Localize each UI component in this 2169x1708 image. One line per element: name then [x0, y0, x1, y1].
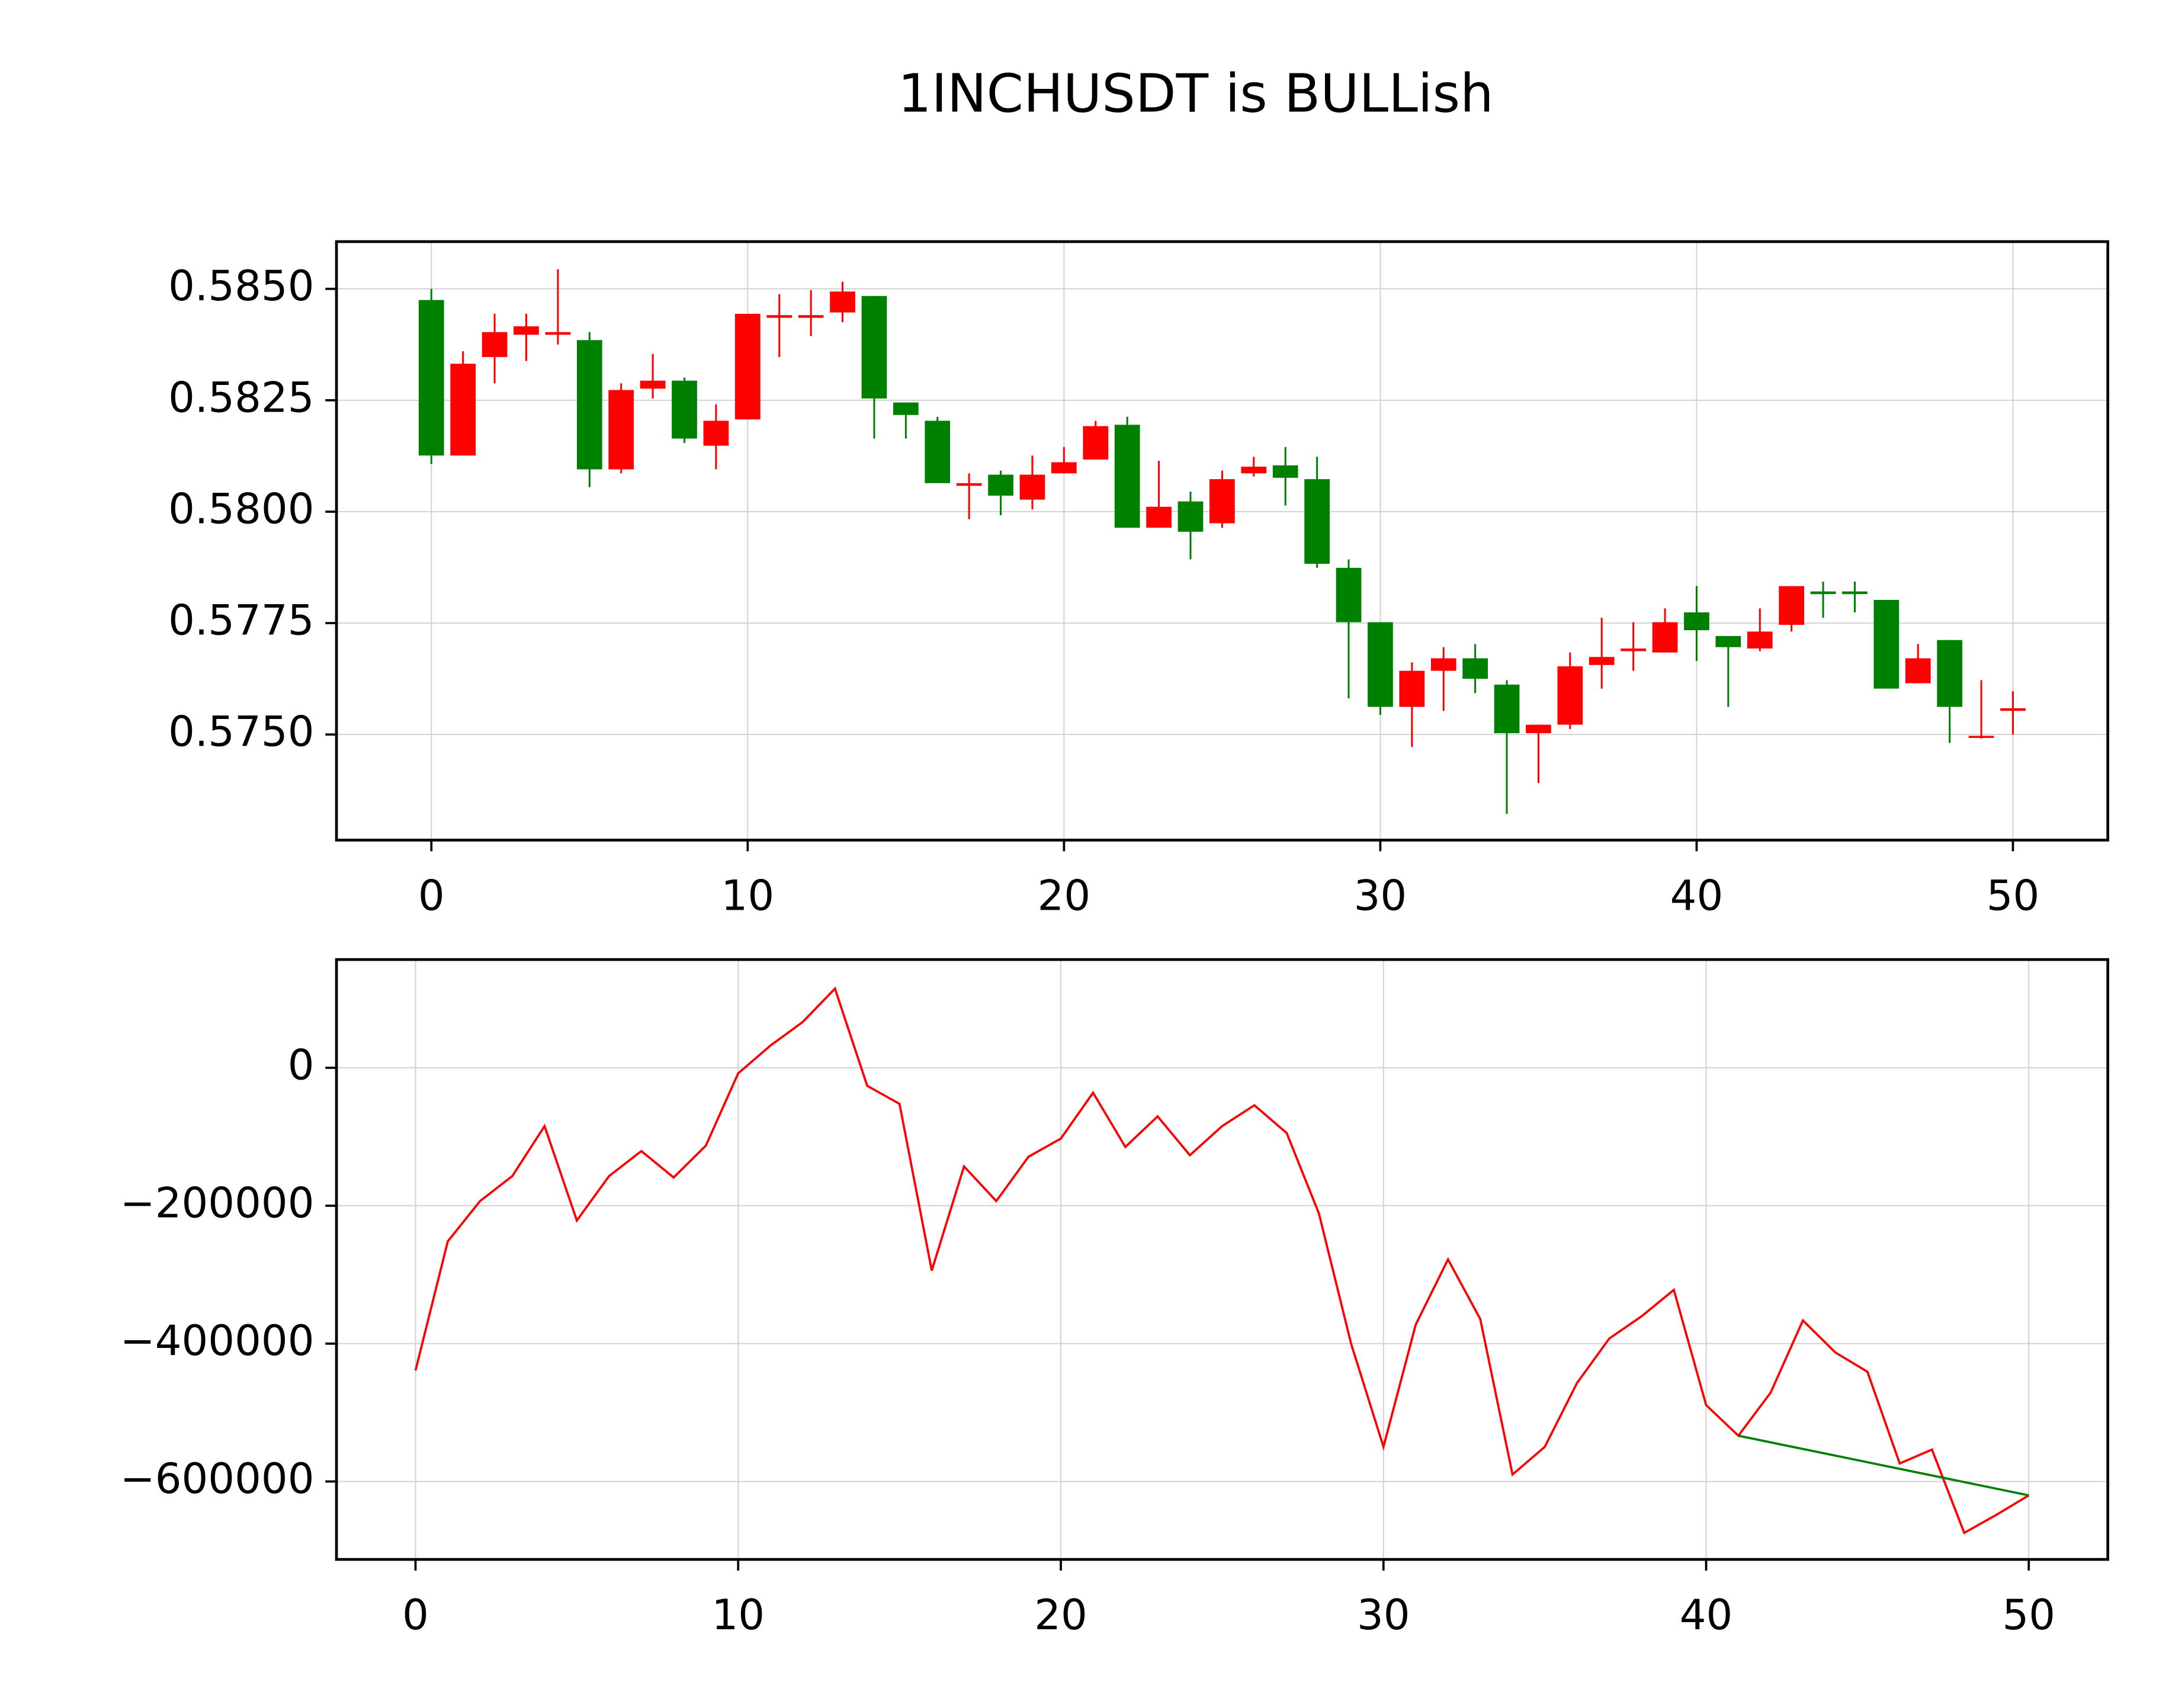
candle-body [1114, 425, 1140, 528]
candle-body [830, 291, 855, 313]
candle-body [576, 340, 602, 470]
x-tick-label: 50 [2002, 1591, 2055, 1639]
candle-body [1177, 501, 1204, 532]
candle-body [956, 483, 982, 486]
candle-body [545, 332, 571, 335]
candle-body [1526, 724, 1551, 733]
y-tick-label: 0 [288, 1041, 315, 1090]
candle-body [798, 315, 824, 318]
line-series [1738, 1434, 2029, 1497]
candle-body [1019, 474, 1045, 500]
candle-body [1462, 658, 1488, 679]
x-tick-label: 40 [1680, 1591, 1733, 1639]
candle-body [861, 296, 887, 399]
candle-body [1051, 462, 1077, 474]
x-tick-label: 20 [1034, 1591, 1087, 1639]
candle-body [1304, 479, 1330, 564]
candle-body [1968, 736, 1994, 738]
x-tick-label: 40 [1670, 872, 1724, 920]
candle-body [1779, 586, 1805, 625]
candle-body [2000, 708, 2026, 711]
candle-body [1241, 466, 1267, 474]
candle-body [1715, 635, 1741, 647]
candle-body [1494, 684, 1520, 733]
candle-body [418, 300, 444, 456]
y-tick-label: 0.5775 [168, 596, 314, 645]
x-tick-label: 10 [721, 872, 775, 920]
candle-body [1557, 666, 1583, 725]
candle-body [1209, 479, 1235, 524]
candle-body [1684, 612, 1709, 631]
candle-body [1368, 622, 1393, 707]
x-tick-label: 30 [1357, 1591, 1410, 1639]
candle-body [925, 420, 951, 483]
candle-body [1873, 599, 1900, 689]
x-tick-label: 30 [1354, 872, 1407, 920]
x-tick-label: 50 [1987, 872, 2040, 920]
y-tick-label: 0.5850 [168, 262, 314, 310]
y-tick-label: 0.5825 [168, 373, 314, 422]
axes-frame [335, 958, 2110, 1561]
candle-body [1905, 658, 1931, 683]
candle-body [1747, 631, 1773, 648]
candle-body [1652, 622, 1678, 653]
candle-body [1621, 648, 1647, 651]
candle-body [1083, 426, 1109, 460]
x-tick-label: 0 [418, 872, 445, 920]
candle-body [514, 326, 539, 335]
line-series [414, 986, 2030, 1534]
candle-body [1399, 670, 1425, 707]
x-tick-label: 10 [711, 1591, 765, 1639]
candle-body [1589, 657, 1615, 665]
y-tick-label: 0.5800 [168, 485, 314, 534]
y-tick-label: −200000 [120, 1179, 315, 1227]
candle-body [1430, 658, 1456, 671]
candle-body [482, 332, 508, 357]
candle-body [766, 315, 792, 318]
candle-body [608, 390, 634, 470]
candle-body [1937, 640, 1963, 707]
candle-body [1272, 465, 1298, 478]
y-tick-label: −600000 [120, 1455, 315, 1503]
candle-body [672, 380, 697, 439]
candle-body [640, 380, 666, 389]
axes-frame [335, 240, 2110, 842]
x-tick-label: 0 [402, 1591, 429, 1639]
candle-body [1146, 506, 1172, 528]
candle-body [1336, 567, 1362, 622]
candle-body [1810, 591, 1836, 595]
candle-body [703, 420, 729, 446]
x-tick-label: 20 [1038, 872, 1091, 920]
candle-body [893, 402, 919, 415]
y-tick-label: 0.5750 [168, 708, 314, 756]
candle-body [1842, 591, 1868, 595]
y-tick-label: −400000 [120, 1317, 315, 1365]
candle-body [734, 313, 761, 420]
chart-title: 1INCHUSDT is BULLish [898, 63, 1494, 125]
candle-body [988, 474, 1013, 496]
candle-body [450, 364, 476, 456]
